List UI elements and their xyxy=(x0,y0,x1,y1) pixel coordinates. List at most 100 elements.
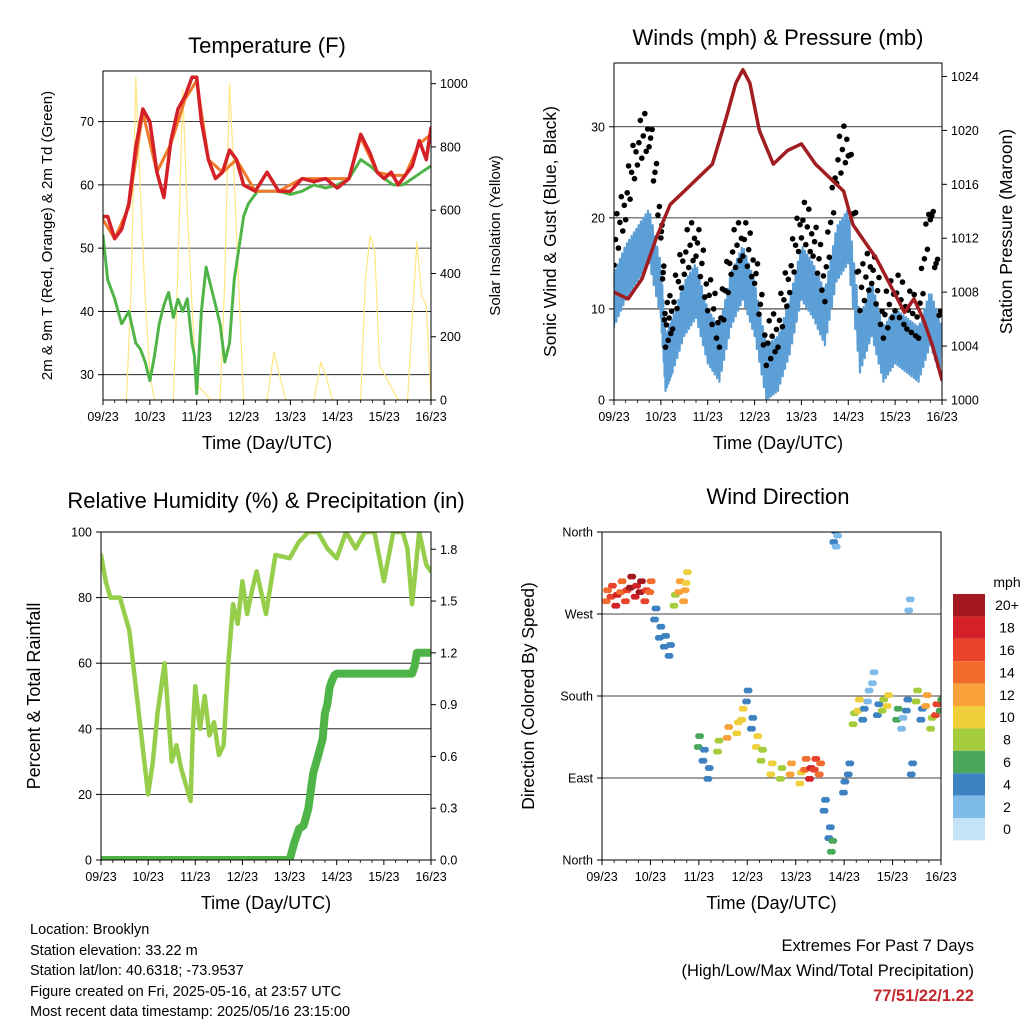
direction-point xyxy=(857,696,864,703)
gust-point xyxy=(914,314,920,320)
gust-point xyxy=(782,270,789,276)
direction-point xyxy=(851,721,858,728)
direction-point xyxy=(907,607,914,614)
humidity-line xyxy=(101,532,431,804)
gust-point xyxy=(688,220,695,226)
direction-point xyxy=(819,760,826,767)
gust-point xyxy=(868,280,875,287)
gust-point xyxy=(666,315,672,321)
direction-point xyxy=(648,589,655,596)
y2-tick-label: 200 xyxy=(440,330,461,344)
gust-points xyxy=(614,110,942,369)
gust-point xyxy=(765,340,771,346)
gust-point xyxy=(726,260,733,267)
gust-point xyxy=(671,299,677,305)
direction-point xyxy=(727,724,734,730)
y-tick-label: 40 xyxy=(80,305,94,319)
gust-point xyxy=(639,155,645,161)
gust-point xyxy=(934,256,941,263)
direction-point xyxy=(914,698,921,705)
x-tick-label: 15/23 xyxy=(880,410,911,424)
gust-point xyxy=(786,289,793,296)
direction-point xyxy=(741,705,748,712)
x-axis-label: Time (Day/UTC) xyxy=(201,893,331,913)
gust-point xyxy=(737,257,743,264)
gust-point xyxy=(732,264,739,271)
gust-point xyxy=(772,348,778,355)
y2-tick-label: 1000 xyxy=(440,77,468,91)
gust-point xyxy=(618,193,625,200)
gust-point xyxy=(699,260,705,267)
gust-point xyxy=(792,242,799,248)
gust-point xyxy=(615,245,622,251)
gust-point xyxy=(880,335,887,341)
direction-point xyxy=(870,680,877,687)
gust-point xyxy=(675,278,682,285)
gust-point xyxy=(800,217,806,223)
gust-point xyxy=(770,311,777,317)
gust-point xyxy=(668,330,674,337)
gust-point xyxy=(924,246,931,253)
y2-tick-label: 1004 xyxy=(951,340,979,354)
y2-tick-label: 600 xyxy=(440,204,461,218)
gust-point xyxy=(710,306,717,312)
gust-point xyxy=(923,221,929,227)
direction-point xyxy=(756,733,763,740)
y2-tick-label: 1012 xyxy=(951,232,979,246)
gust-point xyxy=(667,292,673,299)
x-tick-label: 15/23 xyxy=(368,870,399,884)
gust-point xyxy=(766,318,772,324)
direction-point xyxy=(682,598,689,605)
gust-point xyxy=(735,220,742,226)
y2-tick-label: 0.6 xyxy=(440,750,457,764)
gust-point xyxy=(788,262,794,269)
gust-point xyxy=(637,117,644,124)
direction-point xyxy=(824,796,830,803)
x-tick-label: 14/23 xyxy=(321,870,352,884)
gust-point xyxy=(747,230,753,236)
gust-point xyxy=(647,135,654,141)
y-tick-label: 0 xyxy=(85,854,92,868)
gust-point xyxy=(685,264,692,271)
direction-point xyxy=(649,578,656,585)
gust-point xyxy=(750,257,756,263)
direction-point xyxy=(804,755,811,762)
x-tick-label: 09/23 xyxy=(586,870,617,884)
gust-point xyxy=(650,178,657,184)
humidity-precip-panel: 0 20 40 60 80 100 0.0 0.3 0.6 0.9 1.2 1.5 1.8 09/23 10… xyxy=(24,488,465,913)
direction-points xyxy=(602,532,941,855)
direction-point xyxy=(812,766,819,773)
direction-point xyxy=(667,652,674,659)
x-tick-label: 10/23 xyxy=(645,410,676,424)
y2-tick-label: 1.8 xyxy=(440,543,457,557)
direction-point xyxy=(900,725,906,732)
gust-point xyxy=(709,321,715,328)
gust-point xyxy=(882,311,888,318)
y2-tick-label: 1020 xyxy=(951,124,979,138)
gust-point xyxy=(858,284,865,291)
y2-axis-label: Solar Insolation (Yellow) xyxy=(487,155,504,315)
gust-point xyxy=(861,297,868,304)
gust-point xyxy=(870,267,876,274)
y-tick-label: 50 xyxy=(80,242,94,256)
gust-point xyxy=(798,235,805,241)
gust-point xyxy=(704,307,711,314)
gust-point xyxy=(825,229,831,235)
gust-point xyxy=(628,169,635,176)
legend-label: 12 xyxy=(999,687,1015,703)
gust-point xyxy=(665,337,671,344)
direction-point xyxy=(683,587,690,594)
direction-point xyxy=(707,765,714,771)
y-axis-label: Percent & Total Rainfall xyxy=(24,603,44,790)
gust-point xyxy=(937,308,942,314)
gust-point xyxy=(844,136,850,143)
y2-tick-label: 1000 xyxy=(951,394,979,408)
wind-direction-panel: North East South West North 09/23 10/23 11/23 12… xyxy=(518,484,957,913)
direction-point xyxy=(610,582,617,589)
direction-point xyxy=(814,755,821,762)
gust-point xyxy=(918,265,925,272)
x-tick-label: 10/23 xyxy=(134,410,165,424)
y-tick-label: 80 xyxy=(78,591,92,605)
direction-point xyxy=(669,642,675,648)
direction-point xyxy=(846,771,853,778)
